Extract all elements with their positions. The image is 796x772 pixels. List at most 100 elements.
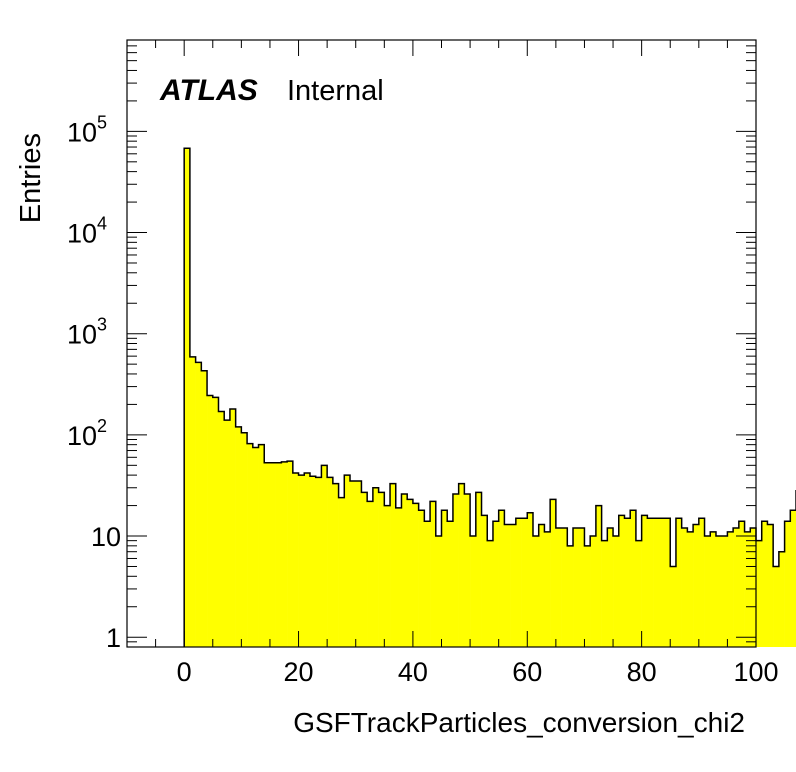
histogram-bar bbox=[492, 521, 499, 647]
axes bbox=[126, 39, 757, 648]
histogram-bar bbox=[532, 536, 540, 647]
histogram-bar bbox=[384, 505, 391, 647]
histogram-bar bbox=[304, 472, 311, 647]
histogram-bar bbox=[430, 501, 437, 647]
histogram-bar bbox=[624, 518, 631, 647]
histogram-bar bbox=[241, 432, 248, 647]
y-tick-label: 10 bbox=[91, 522, 121, 552]
histogram-bar bbox=[309, 476, 316, 647]
histogram-bar bbox=[424, 521, 431, 647]
histogram-bar bbox=[630, 510, 637, 647]
histogram-bar bbox=[635, 540, 642, 647]
y-axis-label: Entries bbox=[15, 133, 47, 223]
histogram-bar bbox=[595, 505, 602, 647]
histogram-bar bbox=[195, 362, 202, 647]
histogram-bar bbox=[647, 518, 654, 647]
histogram-outline bbox=[183, 147, 796, 647]
histogram-bar bbox=[590, 536, 597, 647]
histogram-bar bbox=[355, 480, 362, 647]
histogram-bar bbox=[189, 356, 196, 647]
histogram-bar bbox=[298, 475, 305, 647]
histogram-bar bbox=[372, 487, 379, 647]
histogram-bar bbox=[641, 515, 648, 647]
histogram-bar bbox=[207, 395, 214, 647]
histogram-bar bbox=[733, 528, 740, 647]
histogram-bar bbox=[481, 515, 488, 647]
histogram-bar bbox=[229, 409, 236, 647]
histogram-bar bbox=[269, 462, 276, 647]
histogram-bar bbox=[475, 492, 482, 647]
histogram-bars bbox=[183, 147, 796, 647]
x-tick-label: 80 bbox=[627, 657, 657, 687]
histogram-bar bbox=[447, 521, 454, 647]
histogram-bar bbox=[218, 411, 225, 647]
histogram-bar bbox=[435, 536, 442, 647]
histogram-bar bbox=[344, 475, 351, 647]
histogram-bar bbox=[527, 512, 534, 647]
histogram-bar bbox=[584, 545, 591, 647]
histogram-bar bbox=[390, 483, 397, 647]
histogram-bar bbox=[790, 510, 796, 647]
histogram-bar bbox=[504, 524, 511, 647]
histogram-bar bbox=[412, 503, 419, 647]
histogram-bar bbox=[681, 528, 688, 647]
histogram-bar bbox=[321, 465, 328, 647]
x-tick-label: 60 bbox=[512, 657, 542, 687]
histogram-bar bbox=[367, 501, 374, 647]
histogram-bar bbox=[521, 518, 528, 647]
histogram-bar bbox=[510, 524, 517, 647]
histogram-bar bbox=[698, 518, 705, 647]
histogram-bar bbox=[418, 510, 425, 647]
histogram-bar bbox=[653, 518, 660, 647]
histogram-bar bbox=[675, 518, 682, 647]
histogram-bar bbox=[458, 483, 465, 647]
histogram-bar bbox=[710, 531, 717, 647]
histogram-bar bbox=[544, 531, 551, 647]
histogram-bar bbox=[738, 521, 745, 647]
x-axis-label: GSFTrackParticles_conversion_chi2 bbox=[293, 707, 745, 738]
histogram-bar bbox=[618, 515, 625, 647]
histogram-bar bbox=[578, 528, 585, 647]
histogram-bar bbox=[664, 518, 671, 647]
histogram-bar bbox=[378, 492, 385, 647]
histogram-bar bbox=[555, 528, 562, 647]
x-tick-label: 20 bbox=[284, 657, 314, 687]
atlas-label: ATLAS bbox=[159, 74, 258, 107]
histogram-bar bbox=[315, 477, 322, 647]
histogram-bar bbox=[715, 536, 722, 647]
histogram-bar bbox=[721, 536, 728, 647]
histogram-bar bbox=[784, 521, 791, 647]
histogram-bar bbox=[470, 536, 477, 647]
histogram-bar bbox=[252, 447, 259, 647]
histogram-bar bbox=[693, 524, 700, 647]
histogram-bar bbox=[767, 524, 774, 647]
histogram-bar bbox=[515, 518, 522, 647]
histogram-bar bbox=[658, 518, 665, 647]
histogram-bar bbox=[361, 492, 368, 647]
histogram-bar bbox=[498, 510, 505, 647]
histogram-bar bbox=[401, 494, 408, 647]
histogram-bar bbox=[212, 397, 219, 647]
histogram-bar bbox=[727, 531, 734, 647]
histogram-bar bbox=[441, 510, 448, 647]
histogram-bar bbox=[281, 461, 288, 647]
histogram-bar bbox=[607, 528, 614, 647]
histogram-bar bbox=[201, 370, 208, 647]
histogram-bar bbox=[338, 497, 345, 647]
histogram-bar bbox=[538, 524, 545, 647]
histogram-bar bbox=[750, 528, 757, 647]
histogram-bar bbox=[773, 566, 780, 647]
histogram-bar bbox=[756, 540, 763, 647]
y-tick-label: 1 bbox=[106, 623, 121, 653]
histogram-bar bbox=[327, 477, 334, 647]
histogram-bar bbox=[452, 494, 459, 647]
histogram-bar bbox=[407, 499, 414, 647]
histogram-bar bbox=[258, 444, 265, 647]
histogram-bar bbox=[395, 507, 402, 647]
histogram-bar bbox=[292, 472, 299, 647]
x-tick-label: 0 bbox=[177, 657, 192, 687]
histogram-bar bbox=[235, 426, 242, 647]
histogram-bar bbox=[567, 545, 574, 647]
internal-label: Internal bbox=[287, 75, 384, 107]
